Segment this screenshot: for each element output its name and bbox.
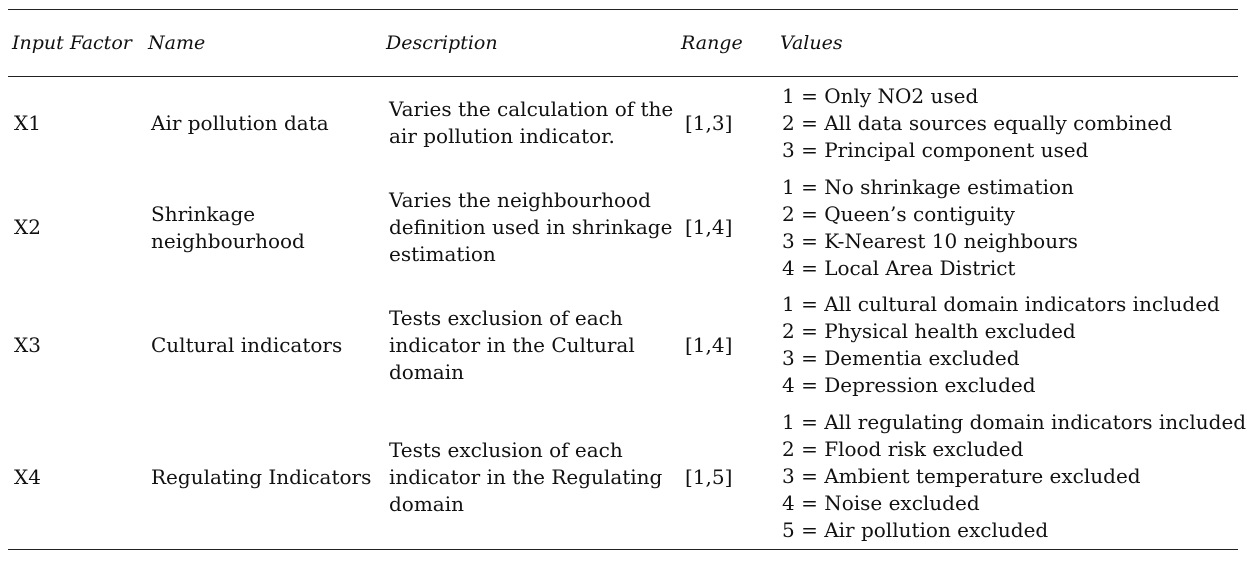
header-range: Range	[681, 32, 743, 54]
range-cell: [1,4]	[685, 215, 733, 239]
value-item: 3 = Principal component used	[782, 138, 1089, 162]
value-item: 4 = Depression excluded	[782, 373, 1036, 397]
value-item: 1 = All cultural domain indicators inclu…	[782, 292, 1220, 316]
name-line: Shrinkage	[151, 202, 256, 226]
description-line: Tests exclusion of each	[389, 306, 623, 330]
description-line: domain	[389, 360, 465, 384]
table-bottom-rule	[8, 549, 1238, 550]
header-name: Name	[148, 32, 206, 54]
description-line: definition used in shrinkage	[389, 215, 673, 239]
description-line: estimation	[389, 242, 496, 266]
factor-cell: X1	[14, 111, 41, 135]
value-item: 1 = All regulating domain indicators inc…	[782, 410, 1247, 434]
header-input-factor: Input Factor	[12, 32, 132, 54]
name-cell: Regulating Indicators	[151, 465, 372, 489]
value-item: 5 = Air pollution excluded	[782, 518, 1049, 542]
name-line: neighbourhood	[151, 229, 305, 253]
factor-cell: X3	[14, 333, 41, 357]
description-line: air pollution indicator.	[389, 124, 615, 148]
value-item: 1 = Only NO2 used	[782, 84, 979, 108]
values-list: 1 = No shrinkage estimation 2 = Queen’s …	[782, 174, 1078, 282]
value-item: 3 = Dementia excluded	[782, 346, 1020, 370]
factor-cell: X2	[14, 215, 41, 239]
value-item: 2 = Physical health excluded	[782, 319, 1076, 343]
value-item: 4 = Noise excluded	[782, 491, 980, 515]
header-description: Description	[386, 32, 498, 54]
factor-cell: X4	[14, 465, 41, 489]
table-header-rule	[8, 76, 1238, 77]
table-top-rule	[8, 9, 1238, 10]
description-line: Tests exclusion of each	[389, 438, 623, 462]
value-item: 3 = K-Nearest 10 neighbours	[782, 229, 1078, 253]
description-line: domain	[389, 492, 465, 516]
value-item: 4 = Local Area District	[782, 256, 1016, 280]
description-line: Varies the neighbourhood	[389, 188, 651, 212]
range-cell: [1,3]	[685, 111, 733, 135]
description-line: Varies the calculation of the	[389, 97, 674, 121]
value-item: 2 = All data sources equally combined	[782, 111, 1173, 135]
description-line: indicator in the Regulating	[389, 465, 663, 489]
range-cell: [1,5]	[685, 465, 733, 489]
values-list: 1 = All regulating domain indicators inc…	[782, 409, 1246, 544]
value-item: 3 = Ambient temperature excluded	[782, 464, 1141, 488]
values-list: 1 = All cultural domain indicators inclu…	[782, 291, 1220, 399]
value-item: 1 = No shrinkage estimation	[782, 175, 1074, 199]
name-cell: Cultural indicators	[151, 333, 343, 357]
range-cell: [1,4]	[685, 333, 733, 357]
value-item: 2 = Queen’s contiguity	[782, 202, 1015, 226]
values-list: 1 = Only NO2 used 2 = All data sources e…	[782, 83, 1172, 164]
name-cell: Air pollution data	[151, 111, 329, 135]
description-line: indicator in the Cultural	[389, 333, 635, 357]
header-values: Values	[780, 32, 843, 54]
value-item: 2 = Flood risk excluded	[782, 437, 1024, 461]
